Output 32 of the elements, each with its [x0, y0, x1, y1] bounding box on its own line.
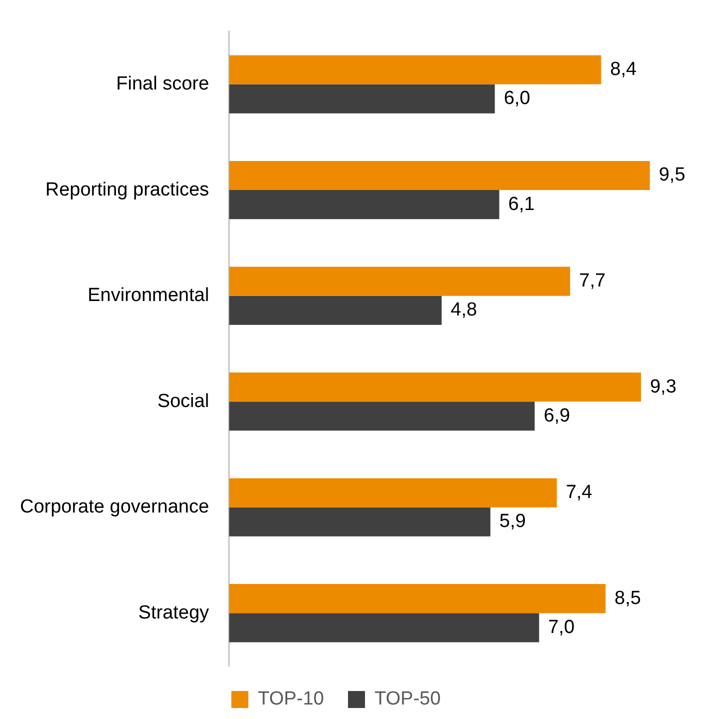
y-tick-label: Environmental — [88, 285, 210, 306]
bar — [229, 507, 490, 536]
y-tick-label: Corporate governance — [20, 496, 210, 518]
bar — [229, 584, 606, 614]
bar — [229, 190, 500, 220]
y-tick-label: Final score — [116, 74, 210, 95]
bar — [229, 84, 495, 114]
data-label: 9,3 — [650, 376, 676, 398]
data-label: 4,8 — [450, 300, 478, 321]
y-tick-label: Social — [157, 390, 210, 412]
bar — [229, 266, 570, 296]
data-label: 7,7 — [579, 270, 606, 292]
bar — [229, 613, 540, 642]
bar — [229, 296, 442, 325]
data-label: 6,0 — [504, 88, 530, 110]
legend-label: TOP-50 — [374, 688, 441, 710]
data-label: 7,4 — [566, 482, 593, 504]
bar — [229, 55, 602, 84]
data-label: 6,9 — [544, 405, 570, 426]
bar — [229, 160, 650, 190]
legend-label: TOP-10 — [258, 688, 324, 710]
data-label: 8,4 — [610, 58, 637, 80]
data-label: 9,5 — [658, 164, 686, 186]
y-tick-label: Reporting practices — [45, 179, 210, 200]
bar — [229, 478, 557, 508]
data-label: 7,0 — [548, 616, 575, 638]
data-label: 5,9 — [499, 511, 526, 532]
data-label: 8,5 — [614, 588, 641, 609]
bar — [229, 372, 641, 402]
data-label: 6,1 — [508, 194, 535, 215]
bar — [229, 402, 535, 431]
y-tick-label: Strategy — [138, 602, 210, 624]
